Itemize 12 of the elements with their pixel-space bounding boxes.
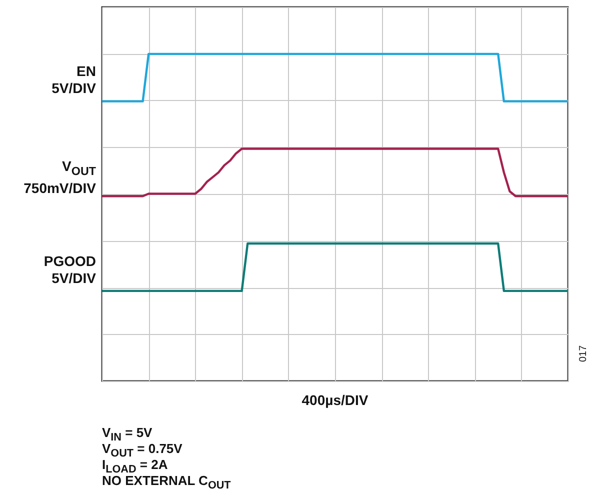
text: 5V/DIV (52, 270, 96, 286)
series-label: EN (76, 63, 96, 80)
text: 400µs/DIV (300, 392, 370, 408)
text: 5V/DIV (52, 80, 96, 96)
text: 750mV/DIV (24, 180, 96, 196)
series-label: V$_{OUT}$ (62, 158, 96, 178)
text: I$_{LOAD}$ = 2A (102, 457, 168, 476)
text: V$_{OUT}$ = 0.75V (102, 441, 182, 460)
series-label: PGOOD (44, 252, 96, 269)
text: 017 (578, 345, 589, 362)
text: V$_{IN}$ = 5V (102, 425, 152, 444)
text: NO EXTERNAL C$_{OUT}$ (102, 473, 231, 494)
